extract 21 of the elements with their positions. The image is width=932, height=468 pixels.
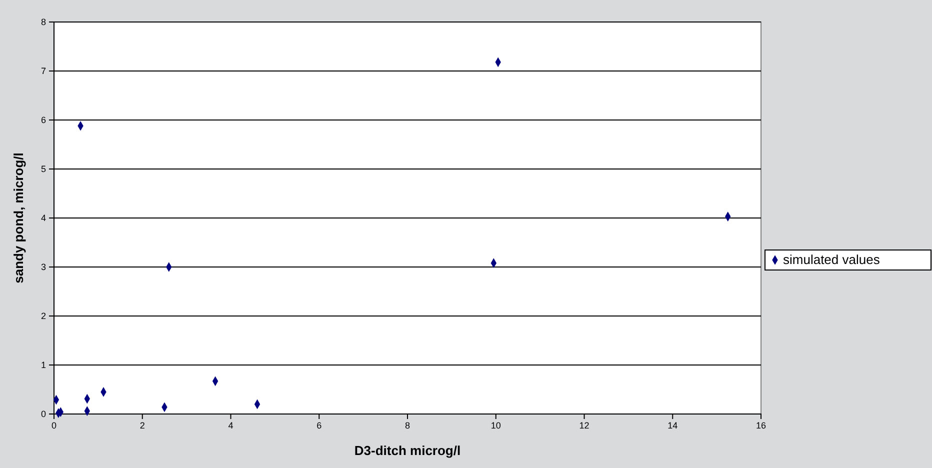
x-tick-label: 6 bbox=[316, 420, 322, 430]
x-axis-title: D3-ditch microg/l bbox=[354, 443, 461, 458]
x-tick-label: 2 bbox=[140, 420, 145, 430]
y-tick-label: 8 bbox=[40, 16, 46, 27]
x-tick-label: 8 bbox=[404, 420, 410, 430]
y-tick-label: 2 bbox=[40, 310, 46, 321]
y-tick-label: 3 bbox=[40, 262, 46, 272]
x-tick-label: 4 bbox=[228, 420, 234, 430]
x-tick-label: 12 bbox=[579, 420, 590, 430]
y-tick-label: 6 bbox=[40, 114, 46, 125]
y-tick-label: 7 bbox=[40, 66, 46, 76]
y-tick-label: 0 bbox=[40, 408, 46, 419]
y-tick-label: 1 bbox=[40, 360, 46, 370]
y-axis-title: sandy pond, microg/l bbox=[11, 152, 26, 284]
y-tick-label: 4 bbox=[40, 212, 46, 223]
x-tick-label: 16 bbox=[756, 420, 766, 430]
legend-label: simulated values bbox=[783, 252, 880, 267]
x-tick-label: 0 bbox=[51, 420, 57, 430]
y-tick-label: 5 bbox=[40, 164, 46, 174]
x-tick-label: 14 bbox=[668, 420, 678, 430]
x-tick-label: 10 bbox=[490, 420, 501, 430]
